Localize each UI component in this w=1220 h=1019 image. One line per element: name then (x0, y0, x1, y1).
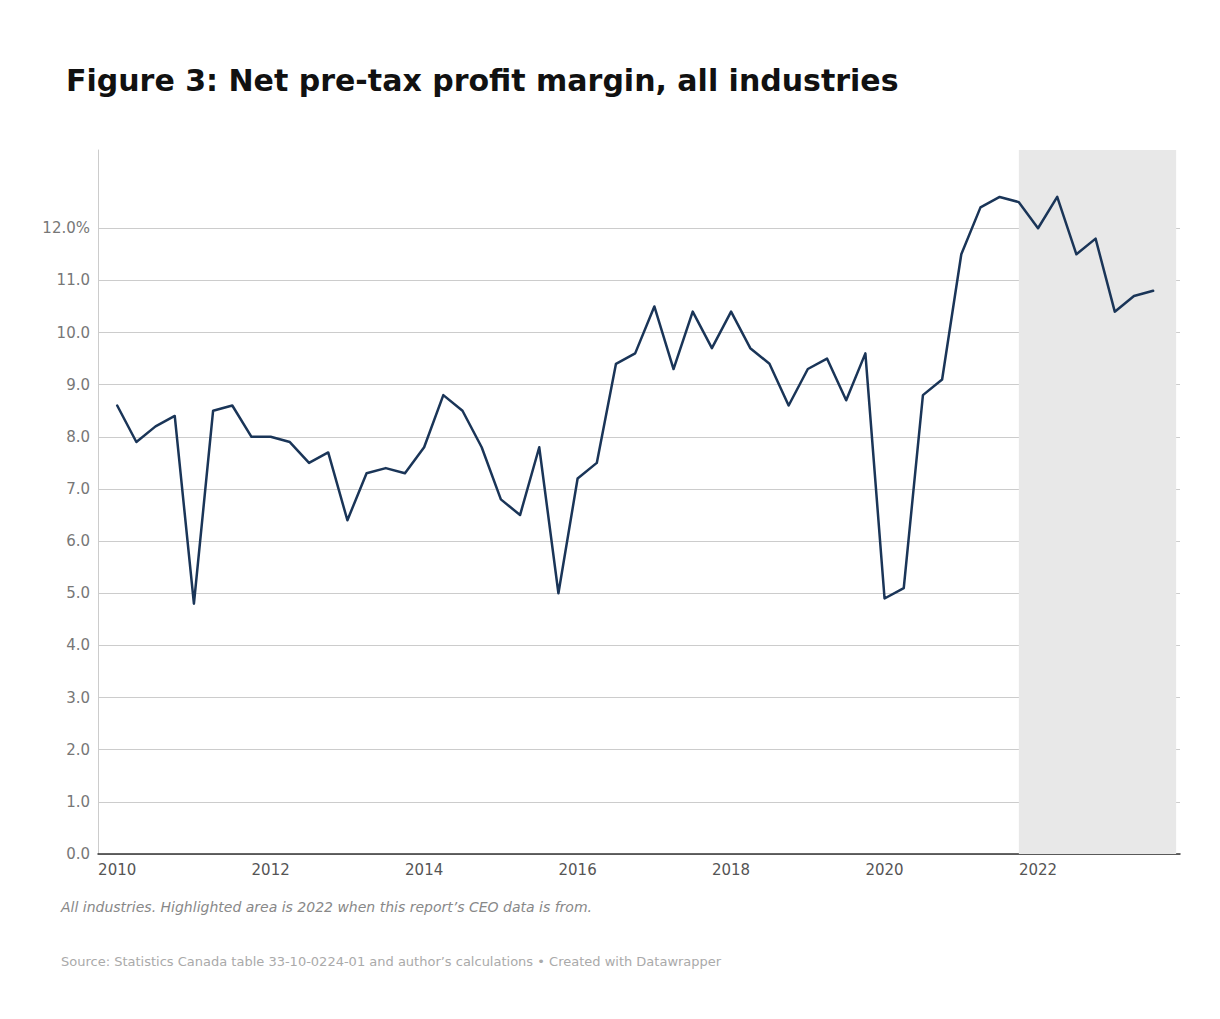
svg-text:0.0: 0.0 (66, 845, 90, 863)
svg-text:2018: 2018 (712, 861, 750, 879)
svg-text:2014: 2014 (405, 861, 443, 879)
svg-text:2010: 2010 (98, 861, 136, 879)
svg-text:7.0: 7.0 (66, 480, 90, 498)
svg-text:10.0: 10.0 (57, 324, 90, 342)
svg-text:All industries. Highlighted ar: All industries. Highlighted area is 2022… (60, 899, 592, 915)
svg-text:Figure 3: Net pre-tax profit m: Figure 3: Net pre-tax profit margin, all… (66, 63, 899, 98)
svg-text:8.0: 8.0 (66, 428, 90, 446)
svg-text:11.0: 11.0 (57, 271, 90, 289)
svg-text:2022: 2022 (1019, 861, 1057, 879)
svg-text:5.0: 5.0 (66, 584, 90, 602)
svg-text:2016: 2016 (559, 861, 597, 879)
svg-text:2012: 2012 (252, 861, 290, 879)
svg-text:12.0%: 12.0% (42, 219, 90, 237)
svg-text:3.0: 3.0 (66, 689, 90, 707)
svg-text:6.0: 6.0 (66, 532, 90, 550)
svg-text:1.0: 1.0 (66, 793, 90, 811)
svg-text:9.0: 9.0 (66, 376, 90, 394)
svg-text:Source: Statistics Canada tabl: Source: Statistics Canada table 33-10-02… (61, 954, 722, 969)
svg-text:4.0: 4.0 (66, 636, 90, 654)
svg-text:2.0: 2.0 (66, 741, 90, 759)
svg-text:2020: 2020 (865, 861, 903, 879)
